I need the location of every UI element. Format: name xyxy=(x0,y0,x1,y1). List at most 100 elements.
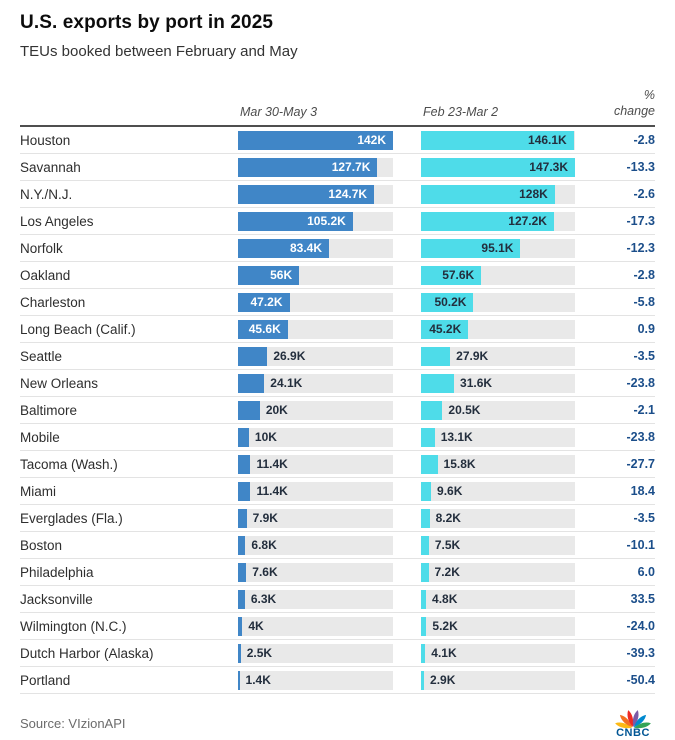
port-name: Houston xyxy=(20,132,71,148)
bar-period1-20 xyxy=(238,670,240,690)
pct-change-value: -2.1 xyxy=(633,403,655,418)
bar-track-period1: 4K xyxy=(238,616,393,636)
bar-value-label: 4K xyxy=(248,618,264,633)
table-row: N.Y./N.J. 124.7K 128K -2.6 xyxy=(20,181,655,209)
pct-change-value: -13.3 xyxy=(626,160,656,175)
bar-value-label: 127.2K xyxy=(508,213,547,228)
bar-track-period1: 124.7K xyxy=(238,184,393,204)
bar-period1-12 xyxy=(238,454,251,474)
peacock-feather xyxy=(633,722,651,729)
bar-period1-5 xyxy=(238,265,300,285)
bar-value-label: 127.7K xyxy=(331,159,371,174)
pct-change-value: 18.4 xyxy=(630,484,655,499)
port-name: Charleston xyxy=(20,294,86,310)
bar-value-label: 6.3K xyxy=(250,591,277,606)
pct-change-value: -23.8 xyxy=(626,376,656,391)
bar-period1-19 xyxy=(238,643,241,663)
peacock-feather xyxy=(619,715,633,728)
bar-track-period2: 15.8K xyxy=(421,454,575,474)
bar-period2-15 xyxy=(421,535,429,555)
bar-track-period1: 26.9K xyxy=(238,346,393,366)
bar-track-period1: 83.4K xyxy=(238,238,393,258)
bar-value-label: 31.6K xyxy=(460,375,493,390)
port-name: Seattle xyxy=(20,348,63,364)
bar-track-period2: 5.2K xyxy=(421,616,575,636)
port-name: Wilmington (N.C.) xyxy=(20,618,127,634)
bar-track-period2: 9.6K xyxy=(421,481,575,501)
port-name: Los Angeles xyxy=(20,213,94,229)
table-row: Savannah 127.7K 147.3K -13.3 xyxy=(20,154,656,182)
port-name: Portland xyxy=(20,672,71,688)
pct-change-value: -2.8 xyxy=(633,268,655,283)
bar-period1-6 xyxy=(238,292,290,312)
bar-period2-12 xyxy=(421,454,438,474)
bar-period2-6 xyxy=(421,292,474,312)
bar-period2-10 xyxy=(421,400,443,420)
port-name: Jacksonville xyxy=(20,591,93,607)
bar-period1-11 xyxy=(238,427,249,447)
port-name: Norfolk xyxy=(20,240,63,256)
bar-track-period1: 10K xyxy=(238,427,393,447)
cnbc-logo-text: CNBC xyxy=(616,727,650,740)
table-row: Los Angeles 105.2K 127.2K -17.3 xyxy=(20,208,655,236)
peacock-feather xyxy=(627,710,634,728)
bar-value-label: 2.5K xyxy=(246,645,273,660)
bar-track-period2: 128K xyxy=(421,184,575,204)
table-row: Boston 6.8K 7.5K -10.1 xyxy=(20,532,655,560)
bar-value-label: 11.4K xyxy=(256,456,288,471)
column-headers: Mar 30-May 3 Feb 23-Mar 2 % change xyxy=(20,88,655,125)
column-header-period2: Feb 23-Mar 2 xyxy=(423,105,499,120)
bar-value-label: 50.2K xyxy=(434,294,467,309)
bar-track-period2: 20.5K xyxy=(421,400,575,420)
table-row: Portland 1.4K 2.9K -50.4 xyxy=(20,667,655,695)
bar-track-period1: 6.3K xyxy=(238,589,393,609)
pct-change-value: -3.5 xyxy=(633,511,655,526)
port-name: New Orleans xyxy=(20,375,99,391)
bar-track-period2: 45.2K xyxy=(421,319,575,339)
table-row: Norfolk 83.4K 95.1K -12.3 xyxy=(20,235,656,263)
bar-value-label: 7.6K xyxy=(252,564,278,579)
bar-track-period2: 27.9K xyxy=(421,346,575,366)
table-row: Dutch Harbor (Alaska) 2.5K 4.1K -39.3 xyxy=(20,640,655,668)
port-name: Baltimore xyxy=(20,402,78,418)
bar-track-period1: 127.7K xyxy=(238,157,393,177)
bar-value-label: 105.2K xyxy=(307,213,346,228)
bar-period1-3 xyxy=(238,211,353,231)
pct-change-value: 33.5 xyxy=(630,592,655,607)
peacock-feather xyxy=(632,710,639,728)
bar-period1-2 xyxy=(238,184,375,204)
pct-change-value: -2.6 xyxy=(633,187,655,202)
bar-value-label: 24.1K xyxy=(270,375,303,390)
bar-track-period1: 11.4K xyxy=(238,481,393,501)
bar-value-label: 45.2K xyxy=(429,321,462,336)
bar-track-period1: 1.4K xyxy=(238,670,393,690)
table-row: Mobile 10K 13.1K -23.8 xyxy=(20,424,655,452)
bar-track-period2: 147.3K xyxy=(421,157,575,177)
pct-change-value: -12.3 xyxy=(626,241,656,256)
bar-value-label: 56K xyxy=(270,267,293,282)
bar-track-period2: 7.2K xyxy=(421,562,575,582)
table-row: Philadelphia 7.6K 7.2K 6.0 xyxy=(20,559,655,587)
bar-period2-14 xyxy=(421,508,430,528)
bar-value-label: 13.1K xyxy=(440,429,473,444)
bar-value-label: 4.8K xyxy=(432,591,458,606)
bar-period1-17 xyxy=(238,589,245,609)
table-row: Miami 11.4K 9.6K 18.4 xyxy=(20,478,655,506)
bar-track-period1: 11.4K xyxy=(238,454,393,474)
bar-period2-1 xyxy=(421,157,575,177)
bar-period2-18 xyxy=(421,616,427,636)
bar-track-period1: 20K xyxy=(238,400,393,420)
bar-period1-4 xyxy=(238,238,330,258)
bar-period2-9 xyxy=(421,373,455,393)
port-name: Savannah xyxy=(20,159,81,175)
bar-period1-0 xyxy=(238,130,393,150)
bar-value-label: 4.1K xyxy=(431,645,457,660)
port-name: Mobile xyxy=(20,429,60,445)
table-row: Oakland 56K 57.6K -2.8 xyxy=(20,262,655,290)
pct-change-value: -5.8 xyxy=(633,295,655,310)
port-name: Everglades (Fla.) xyxy=(20,510,123,526)
bar-value-label: 27.9K xyxy=(456,348,489,363)
bar-value-label: 11.4K xyxy=(256,483,288,498)
pct-change-value: 0.9 xyxy=(637,322,655,337)
